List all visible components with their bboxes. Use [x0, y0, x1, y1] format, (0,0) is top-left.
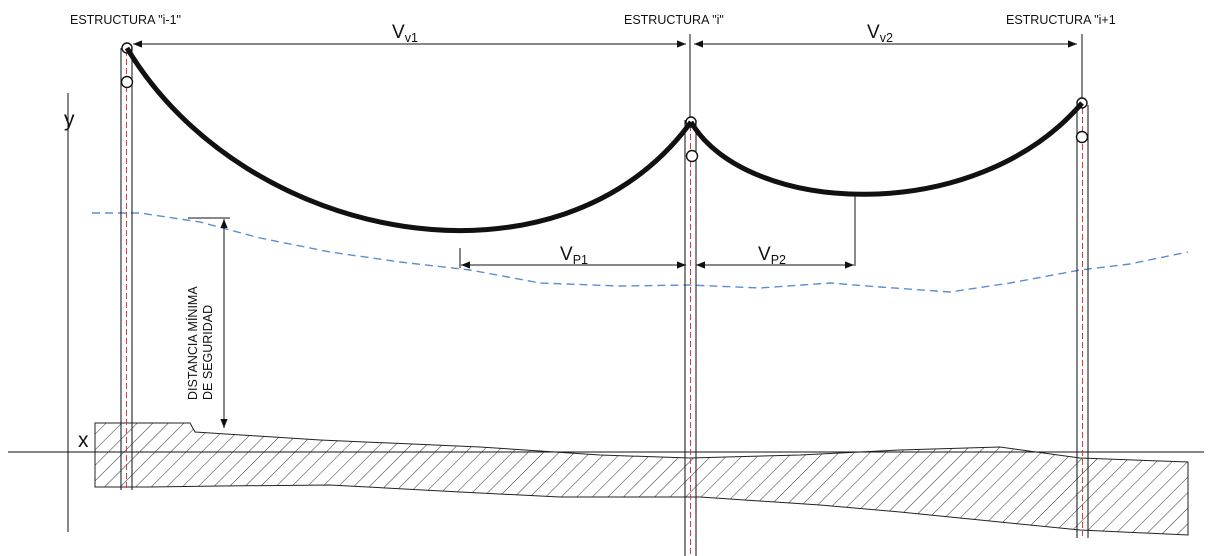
structure-left-label: ESTRUCTURA "i-1": [70, 13, 181, 27]
clearance-label: DISTANCIA MÍNIMA DE SEGURIDAD: [185, 286, 215, 400]
vv1-label: Vv1: [392, 22, 418, 45]
y-axis-label: y: [64, 108, 75, 131]
pole-left: [120, 42, 134, 490]
x-axis-label: x: [78, 429, 89, 452]
vp1-label: VP1: [560, 244, 588, 267]
vp2-label: VP2: [758, 244, 786, 267]
vv2-label: Vv2: [867, 22, 893, 45]
clearance-label-line2: DE SEGURIDAD: [201, 305, 215, 400]
clearance-line: [92, 212, 1189, 293]
clearance-label-line1: DISTANCIA MÍNIMA: [185, 286, 200, 400]
conductor-span-1: [124, 46, 694, 233]
terrain-ground: [94, 422, 1189, 536]
structure-right-label: ESTRUCTURA "i+1: [1006, 13, 1116, 27]
pole-middle: [684, 34, 699, 556]
conductor-span-2: [688, 101, 1084, 197]
structure-middle-label: ESTRUCTURA "i": [624, 13, 724, 27]
